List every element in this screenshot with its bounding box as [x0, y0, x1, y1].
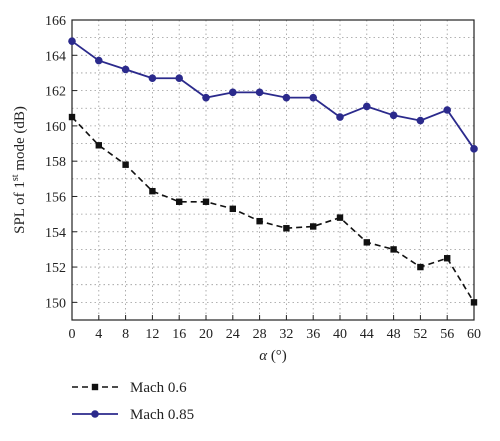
x-tick-label: 48	[387, 327, 401, 342]
data-point	[417, 263, 424, 271]
legend-label: Mach 0.85	[130, 407, 194, 423]
legend-label: Mach 0.6	[130, 380, 187, 396]
data-point	[149, 187, 156, 195]
data-point	[470, 145, 478, 153]
y-tick-label: 152	[45, 261, 66, 276]
data-point	[309, 93, 318, 102]
data-point	[310, 223, 317, 230]
data-point	[443, 106, 452, 114]
data-point	[282, 93, 291, 102]
data-point	[255, 88, 264, 97]
data-point	[363, 102, 371, 111]
data-point	[444, 255, 451, 262]
x-tick-label: 24	[226, 327, 240, 342]
x-tick-label: 40	[333, 327, 347, 342]
legend-item: Mach 0.85	[72, 407, 194, 423]
x-tick-label: 12	[145, 327, 159, 342]
legend-marker	[91, 383, 99, 391]
series-line	[71, 40, 475, 150]
series-line	[71, 116, 475, 303]
x-tick-label: 60	[467, 327, 481, 342]
x-tick-label: 4	[95, 327, 102, 342]
data-point	[68, 37, 76, 45]
y-tick-label: 166	[45, 14, 66, 29]
x-axis: 0 4 8 12 16 20 24 28 32 36 40 44 48 52 56 60	[69, 315, 481, 342]
series-1	[68, 37, 478, 153]
data-point	[256, 217, 263, 225]
y-axis-label: SPL of 1st mode (dB)	[10, 106, 28, 234]
data-point	[122, 161, 129, 168]
data-point	[336, 113, 344, 121]
x-tick-label: 28	[253, 327, 267, 342]
x-tick-label: 44	[360, 327, 374, 342]
data-point	[229, 205, 236, 213]
data-point	[148, 74, 157, 83]
data-point	[336, 214, 344, 221]
y-tick-label: 164	[45, 49, 66, 64]
legend-item: Mach 0.6	[72, 380, 187, 396]
x-tick-label: 32	[279, 327, 293, 342]
x-tick-label: 16	[172, 327, 186, 342]
y-tick-label: 150	[45, 296, 66, 311]
x-tick-label: 52	[413, 327, 427, 342]
data-point	[470, 299, 478, 306]
x-axis-label: α (°)	[259, 348, 287, 364]
data-point	[175, 74, 183, 83]
grid	[72, 20, 474, 320]
data-point	[389, 111, 398, 120]
y-tick-label: 154	[45, 226, 66, 241]
data-point	[229, 88, 237, 97]
data-point	[202, 198, 210, 205]
data-point	[176, 198, 183, 205]
data-point	[202, 93, 210, 102]
data-point	[121, 65, 130, 74]
x-tick-label: 8	[122, 327, 129, 342]
data-point	[363, 239, 370, 246]
data-point	[95, 56, 103, 65]
legend: Mach 0.6 Mach 0.85	[72, 380, 194, 423]
legend-marker	[91, 410, 99, 418]
data-point	[390, 246, 397, 253]
data-point	[416, 116, 425, 125]
x-tick-label: 20	[199, 327, 213, 342]
y-axis: 150 152 154 156 158 160 162 164 166	[45, 14, 77, 311]
series-group	[68, 37, 478, 306]
y-tick-label: 158	[45, 155, 66, 170]
series-0	[68, 113, 478, 306]
data-point	[95, 142, 102, 149]
x-tick-label: 0	[69, 327, 76, 342]
y-tick-label: 162	[45, 85, 66, 100]
x-tick-label: 56	[440, 327, 454, 342]
y-tick-label: 156	[45, 190, 66, 205]
plot-area-frame	[71, 19, 475, 321]
y-tick-label: 160	[45, 120, 66, 135]
data-point	[283, 225, 290, 232]
x-tick-label: 36	[306, 327, 320, 342]
data-point	[68, 113, 76, 121]
